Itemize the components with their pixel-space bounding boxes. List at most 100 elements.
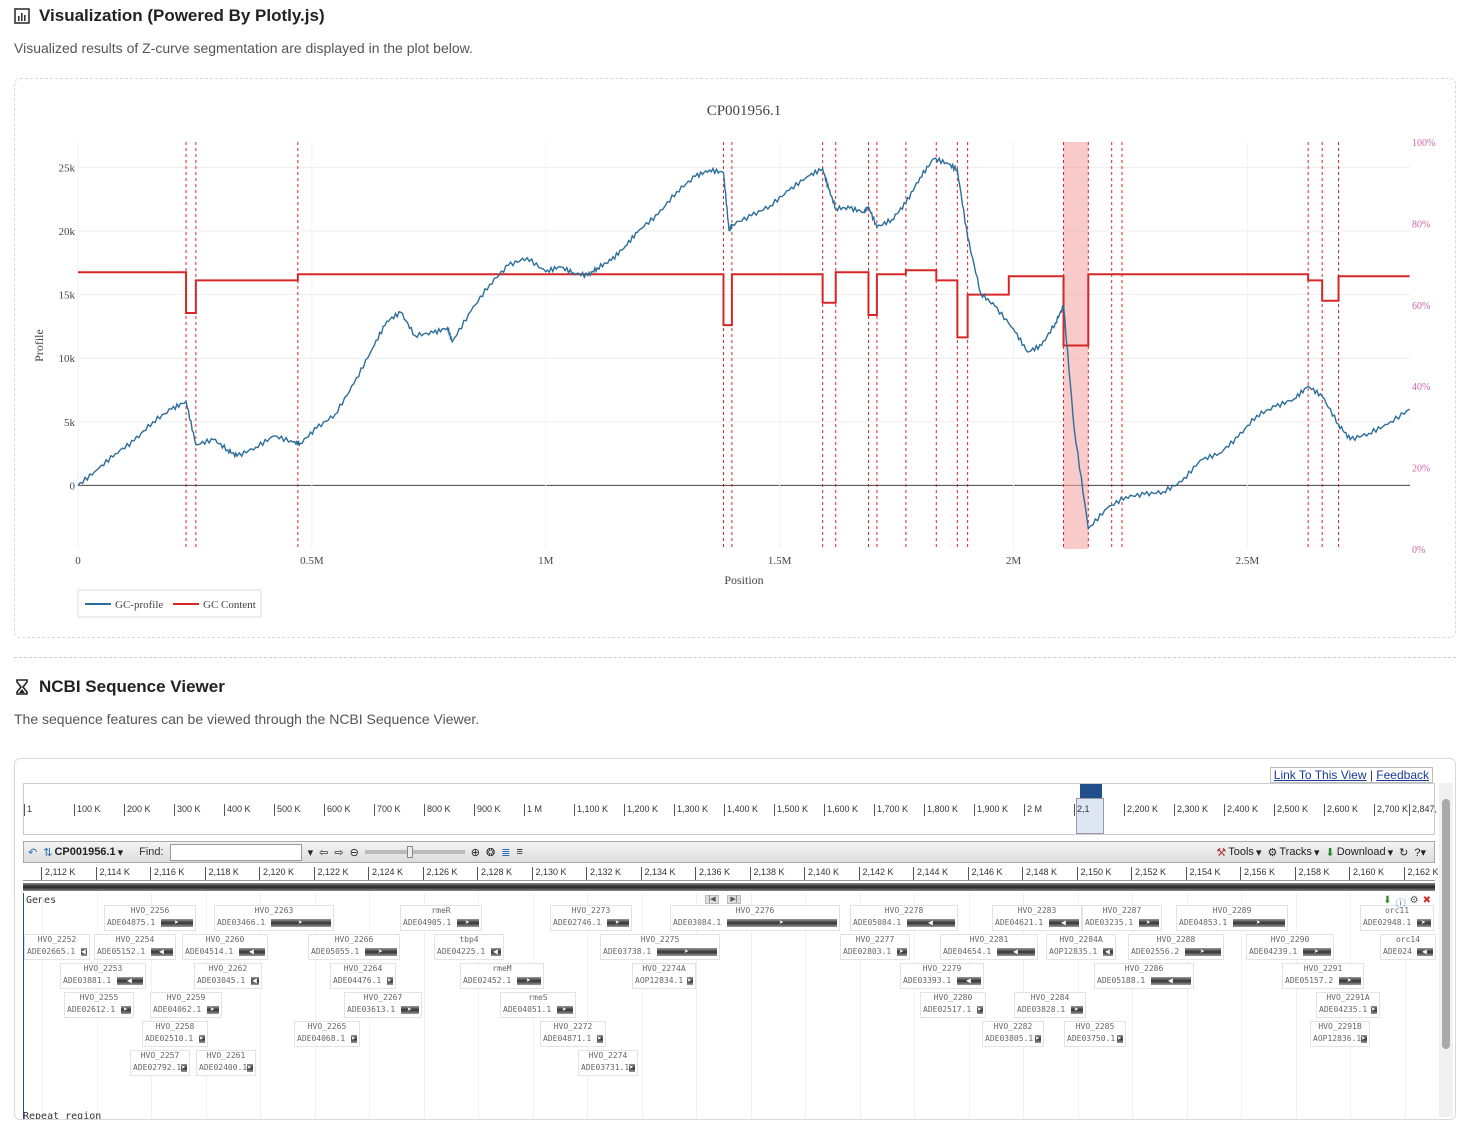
zoom-slider-handle[interactable]	[406, 846, 413, 858]
track-download-icon[interactable]: ⬇	[1383, 895, 1392, 906]
gene-feature[interactable]: HVO_2283 ADE04621.1 ◀	[992, 905, 1082, 931]
gene-feature[interactable]: HVO_2287 ADE03235.1 ➤	[1082, 905, 1162, 931]
gene-feature[interactable]: HVO_2258 ADE02510.1 ➤	[142, 1021, 208, 1047]
pan-right-icon[interactable]: ⇨	[334, 846, 344, 859]
vertical-scrollbar[interactable]	[1439, 783, 1453, 1117]
arrow-right-icon: ➤	[465, 918, 470, 927]
gene-bar	[1049, 919, 1079, 927]
gene-feature[interactable]: HVO_2276 ADE03084.1 ➤	[670, 905, 840, 931]
gene-feature[interactable]: HVO_2260 ADE04514.1 ◀	[182, 934, 268, 960]
overview-tick: 400 K	[224, 804, 251, 816]
gene-feature[interactable]: rmeR ADE04905.1 ➤	[400, 905, 482, 931]
feedback-link[interactable]: Feedback	[1376, 768, 1429, 782]
gene-feature[interactable]: HVO_2278 ADE05084.1 ◀	[850, 905, 958, 931]
gene-name: orc11	[1384, 906, 1410, 915]
track-prev-icon[interactable]: |◀	[705, 895, 719, 904]
sequence-viewer[interactable]: Link To This View | Feedback 1 100 K 200 K…	[14, 758, 1456, 1120]
gene-feature[interactable]: HVO_2274A AOP12834.1 ➤	[632, 963, 696, 989]
gene-feature[interactable]: HVO_2291A ADE04235.1 ➤	[1316, 992, 1380, 1018]
gene-bar	[491, 948, 501, 956]
track-settings-icon[interactable]: ⚙	[1409, 895, 1419, 906]
gene-bar	[1339, 977, 1361, 985]
gene-feature[interactable]: HVO_2286 ADE05188.1 ◀	[1094, 963, 1194, 989]
gene-feature[interactable]: HVO_2264 ADE04476.1 ➤	[330, 963, 396, 989]
download-menu[interactable]: ⬇ Download ▾	[1325, 846, 1394, 859]
gene-feature[interactable]: HVO_2291 ADE05157.2 ➤	[1282, 963, 1364, 989]
gene-bar	[1151, 977, 1191, 985]
track-close-icon[interactable]: ✖	[1422, 895, 1431, 906]
pan-left-icon[interactable]: ⇦	[319, 846, 329, 859]
gene-feature[interactable]: HVO_2253 ADE03881.1 ◀	[60, 963, 146, 989]
gene-feature[interactable]: rmeM ADE02452.1 ➤	[460, 963, 544, 989]
plotly-chart[interactable]: 0 5k 10k 15k 20k 25k 0 0.5M 1M 1.5M 2M 2.5M 0% 20% 40%…	[15, 79, 1455, 637]
gene-feature[interactable]: HVO_2265 ADE04068.1 ➤	[294, 1021, 360, 1047]
gene-feature[interactable]: HVO_2256 ADE04875.1 ➤	[104, 905, 196, 931]
back-icon[interactable]: ↶	[28, 846, 38, 859]
sequence-selector[interactable]: ⇅ CP001956.1 ▾	[43, 846, 124, 859]
gene-feature[interactable]: orc11 ADE02948.1 ➤	[1360, 905, 1434, 931]
gene-feature[interactable]: HVO_2259 ADE04062.1 ➤	[150, 992, 222, 1018]
protein-id: ADE05152.1	[97, 947, 146, 956]
find-input[interactable]	[169, 843, 302, 861]
gene-feature[interactable]: HVO_2284A AOP12835.1 ◀	[1046, 934, 1116, 960]
link-to-this-view[interactable]: Link To This View	[1273, 768, 1367, 782]
help-icon[interactable]: ?▾	[1414, 846, 1426, 859]
sequence-bar[interactable]	[23, 883, 1435, 891]
zoom-slider[interactable]	[364, 846, 465, 858]
gene-feature[interactable]: HVO_2280 ADE02517.1 ➤	[920, 992, 986, 1018]
sequence-icon[interactable]: ❂	[486, 846, 496, 859]
gene-feature[interactable]: HVO_2274 ADE03731.1 ➤	[578, 1050, 638, 1076]
gene-feature[interactable]: HVO_2290 ADE04239.1 ➤	[1246, 934, 1334, 960]
scrollbar-thumb[interactable]	[1442, 799, 1450, 1049]
gene-feature[interactable]: HVO_2288 ADE02556.2 ➤	[1128, 934, 1224, 960]
arrow-right-icon: ➤	[779, 918, 784, 927]
gene-feature[interactable]: HVO_2285 ADE03750.1 ➤	[1064, 1021, 1126, 1047]
gene-feature[interactable]: HVO_2284 ADE03828.1 ➤	[1014, 992, 1086, 1018]
track-next-icon[interactable]: ▶|	[727, 895, 741, 904]
zoom-in-icon[interactable]: ⊕	[470, 846, 481, 859]
gene-feature[interactable]: HVO_2273 ADE02746.1 ➤	[550, 905, 632, 931]
gene-feature[interactable]: HVO_2281 ADE04654.1 ◀	[940, 934, 1038, 960]
gene-feature[interactable]: tbp4 ADE04225.1 ◀	[434, 934, 504, 960]
arrow-right-icon: ➤	[351, 1034, 356, 1043]
gene-bar	[401, 1006, 419, 1014]
gene-feature[interactable]: HVO_2263 ADE03466.1 ➤	[214, 905, 334, 931]
dropdown-icon[interactable]: ▾	[307, 846, 314, 859]
gene-feature[interactable]: HVO_2282 ADE03805.1 ➤	[982, 1021, 1044, 1047]
gene-feature[interactable]: HVO_2275 ADE03738.1 ➤	[600, 934, 720, 960]
gene-feature[interactable]: HVO_2252 ADE02665.1 ◀	[24, 934, 90, 960]
track-info-icon[interactable]: ⓘ	[1395, 899, 1406, 910]
tracks-menu[interactable]: ⚙ Tracks ▾	[1267, 846, 1320, 859]
gene-feature[interactable]: HVO_2257 ADE02792.1 ➤	[130, 1050, 190, 1076]
overview-tick: 1,700 K	[874, 804, 908, 816]
gene-feature[interactable]: HVO_2279 ADE03393.1 ◀	[900, 963, 984, 989]
genes-track[interactable]: Genes HVO_2256 ADE04875.1 ➤ HVO_2263 ADE0346…	[23, 893, 1436, 1119]
position-ruler[interactable]: 2,112 K 2,114 K 2,116 K 2,118 K 2,120 K 2,122…	[23, 865, 1439, 881]
zoom-out-icon[interactable]: ⊖	[349, 846, 359, 859]
gene-feature[interactable]: HVO_2277 ADE02803.1 ➤	[840, 934, 910, 960]
gene-feature[interactable]: HVO_2266 ADE05055.1 ➤	[308, 934, 400, 960]
gene-feature[interactable]: HVO_2255 ADE02612.1 ➤	[64, 992, 134, 1018]
overview-selection[interactable]	[1076, 798, 1104, 834]
gene-bar	[1233, 919, 1285, 927]
tools-menu[interactable]: ⚒ Tools ▾	[1216, 846, 1262, 859]
gene-feature[interactable]: HVO_2289 ADE04853.1 ➤	[1176, 905, 1288, 931]
overview-marker[interactable]	[1080, 784, 1102, 798]
gene-name: HVO_2276	[735, 906, 775, 915]
reload-icon[interactable]: ↻	[1399, 846, 1409, 859]
gene-feature[interactable]: HVO_2261 ADE02400.1 ➤	[196, 1050, 256, 1076]
gene-feature[interactable]: rmeS ADE04051.1 ➤	[500, 992, 576, 1018]
gene-feature[interactable]: HVO_2291B AOP12836.1 ➤	[1310, 1021, 1370, 1047]
gene-feature[interactable]: HVO_2262 ADE03045.1 ◀	[194, 963, 262, 989]
gene-name: HVO_2285	[1075, 1022, 1115, 1031]
genes-grid-line	[914, 893, 915, 1119]
overview-ruler[interactable]: 1 100 K 200 K 300 K 400 K 500 K 600 K 700 K 800 …	[23, 783, 1437, 835]
gene-name: HVO_2259	[166, 993, 206, 1002]
gene-bar	[1417, 948, 1433, 956]
gene-feature[interactable]: HVO_2254 ADE05152.1 ◀	[94, 934, 176, 960]
gene-feature[interactable]: orc14 ADE024 ◀	[1380, 934, 1436, 960]
gene-feature[interactable]: HVO_2272 ADE04871.1 ➤	[540, 1021, 606, 1047]
color-icon[interactable]: ≣	[501, 846, 511, 859]
fit-icon[interactable]: ≡	[516, 846, 523, 858]
gene-feature[interactable]: HVO_2267 ADE03613.1 ➤	[344, 992, 422, 1018]
